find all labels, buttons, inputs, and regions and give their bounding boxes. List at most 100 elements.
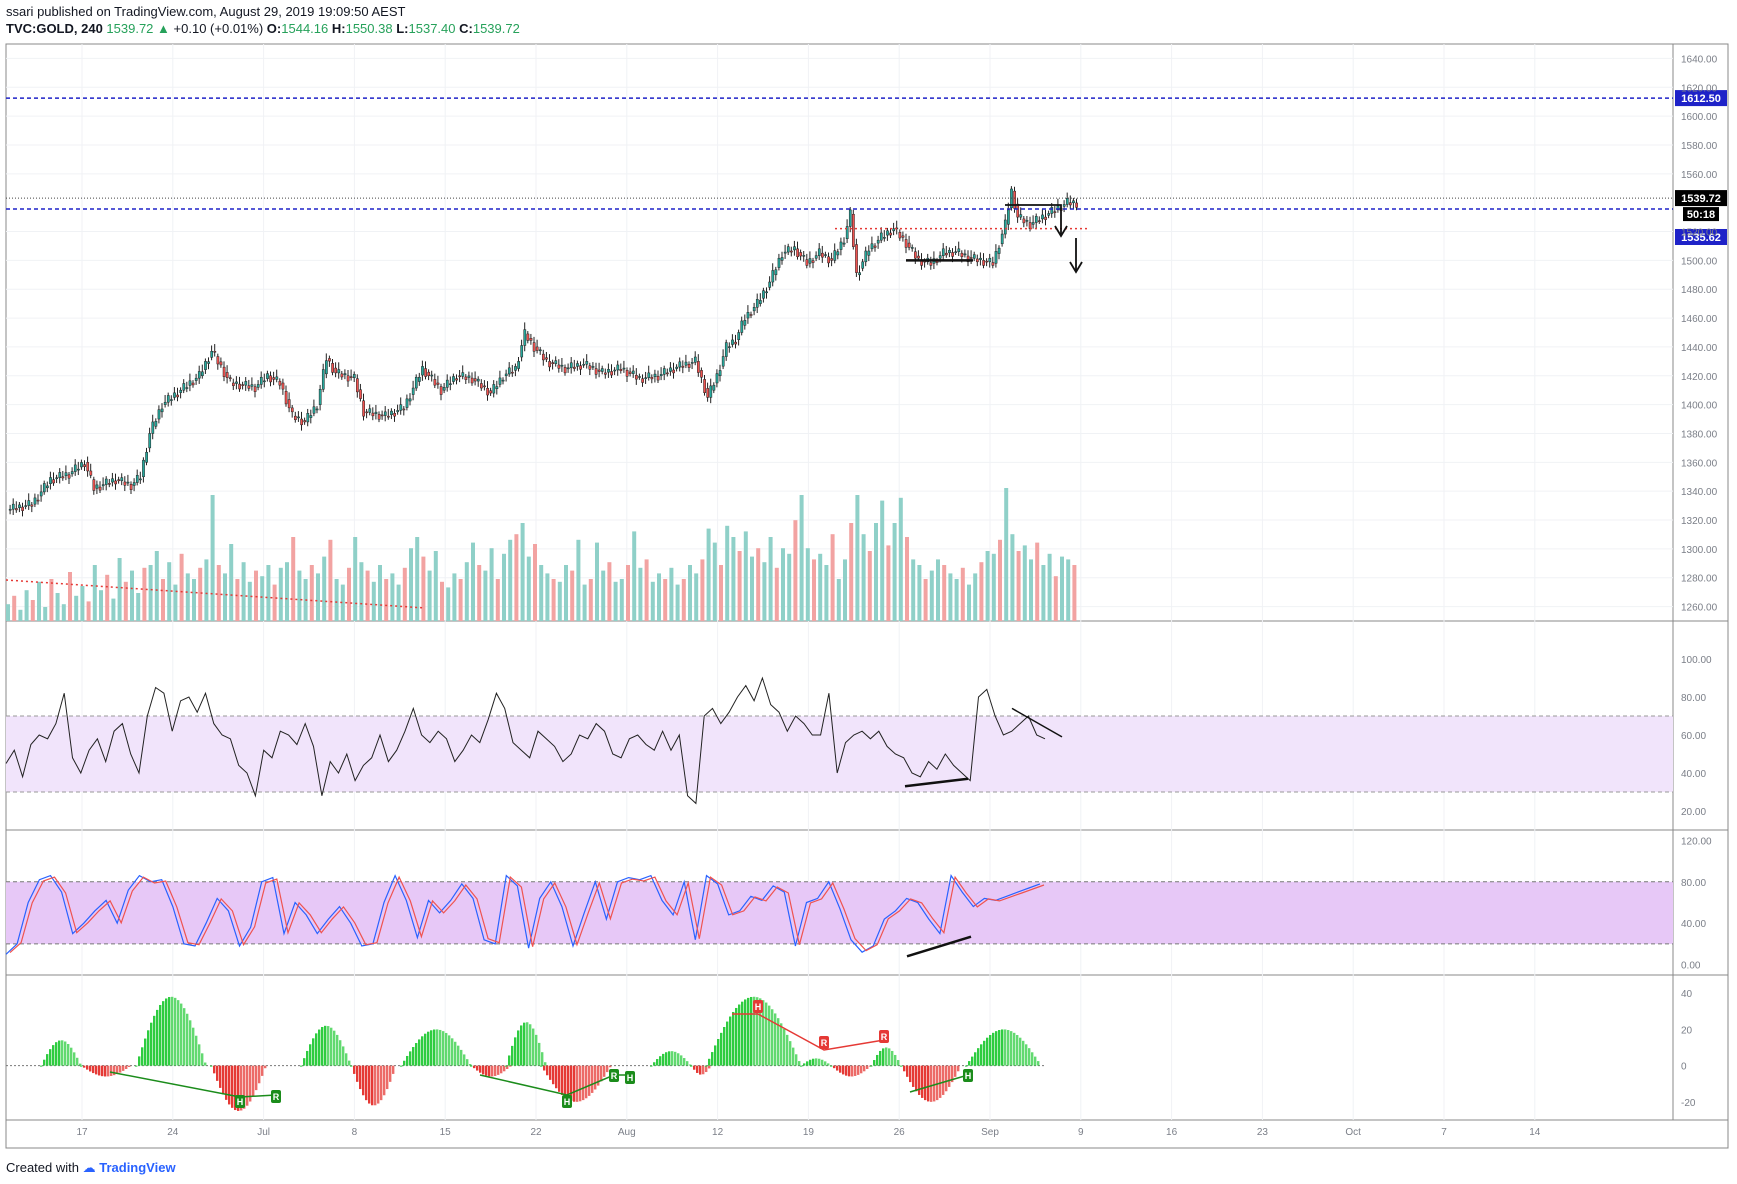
candle-body <box>427 371 431 377</box>
candle-body <box>662 368 666 375</box>
volume-bar <box>229 544 234 621</box>
hist-bar <box>897 1060 900 1066</box>
candle-body <box>824 254 827 256</box>
candle-body <box>411 387 415 395</box>
hist-bar <box>765 1002 768 1066</box>
hist-bar <box>353 1065 356 1074</box>
hr-marker-box <box>819 1036 829 1049</box>
hist-bar <box>705 1065 708 1067</box>
candle-body <box>476 378 480 382</box>
tradingview-brand[interactable]: TradingView <box>99 1160 176 1175</box>
hist-bar <box>792 1047 795 1066</box>
hist-bar <box>58 1040 61 1066</box>
candle-body <box>55 477 59 479</box>
candle-body <box>545 357 548 360</box>
hist-bar <box>815 1058 818 1066</box>
candle-body <box>864 250 868 263</box>
candle-body <box>92 479 96 491</box>
candle-body <box>675 366 679 369</box>
candle-body <box>948 250 951 254</box>
candle-body <box>672 369 675 374</box>
hist-bar <box>668 1051 671 1066</box>
volume-bar <box>619 579 624 621</box>
candle-body <box>687 363 691 368</box>
candle-body <box>1034 216 1038 223</box>
hist-bar <box>174 997 177 1066</box>
hist-bar <box>80 1065 83 1067</box>
candle-body <box>653 373 657 377</box>
candle-body <box>740 320 744 333</box>
volume-bar <box>694 573 699 621</box>
candle-body <box>154 420 158 427</box>
hist-bar <box>324 1025 327 1066</box>
volume-bar <box>905 537 909 621</box>
hist-bar <box>327 1026 330 1066</box>
candle-body <box>222 366 226 377</box>
candle-body <box>331 363 334 373</box>
candle-body <box>690 362 694 364</box>
candle-body <box>495 386 499 390</box>
hist-bar <box>735 1007 738 1066</box>
author-link[interactable]: ssari <box>6 4 34 19</box>
candle-body <box>151 421 155 434</box>
hist-bar <box>879 1050 882 1066</box>
hist-bar <box>195 1035 198 1066</box>
candle-body <box>235 381 238 384</box>
candle-body <box>98 486 102 491</box>
hist-bar <box>549 1065 552 1080</box>
volume-bar <box>192 579 196 621</box>
rsi-tick-label: 20.00 <box>1681 807 1706 818</box>
candle-body <box>799 252 803 257</box>
hist-bar <box>156 1009 159 1066</box>
candle-body <box>275 376 279 380</box>
candle-body <box>89 470 93 476</box>
hr-marker-box <box>753 1000 763 1013</box>
hist-bar <box>732 1011 735 1066</box>
candle-body <box>216 356 220 365</box>
volume-bar <box>43 607 48 621</box>
hist-bar <box>653 1062 656 1066</box>
hist-bar <box>540 1065 543 1067</box>
volume-bar <box>911 559 916 621</box>
hist-bar <box>225 1065 228 1100</box>
candle-body <box>876 239 880 244</box>
hist-bar <box>699 1065 702 1075</box>
candle-body <box>982 260 985 266</box>
candle-body <box>480 383 483 389</box>
candle-body <box>123 481 127 486</box>
hist-bar <box>494 1065 497 1076</box>
hist-bar <box>845 1065 848 1076</box>
candle-body <box>780 257 784 261</box>
hist-bar <box>936 1065 939 1101</box>
level-tag <box>1675 228 1727 245</box>
candle-body <box>793 246 796 251</box>
hist-bar <box>552 1065 555 1085</box>
volume-bar <box>353 537 358 621</box>
candle-body <box>622 367 626 370</box>
candle-body <box>70 471 74 475</box>
hr-marker-label: R <box>821 1038 828 1048</box>
volume-bar <box>49 579 54 621</box>
stoch-d-line <box>9 875 1045 954</box>
volume-bar <box>719 565 723 621</box>
candle-body <box>628 371 632 374</box>
horizontal-levels[interactable]: 1612.50 1535.62 1539.72 50:18 <box>6 90 1727 245</box>
candle-body <box>666 372 669 375</box>
hist-bar <box>689 1064 692 1066</box>
stochastic-lines <box>5 874 1045 955</box>
candle-body <box>166 395 170 403</box>
projection-arrow <box>1005 204 1062 234</box>
candle-body <box>845 226 849 239</box>
hist-bar <box>110 1065 113 1076</box>
volume-bar <box>508 539 513 621</box>
volume-bar <box>743 531 748 621</box>
candle-body <box>18 504 21 509</box>
hist-bar <box>46 1054 49 1066</box>
hist-bar <box>153 1015 156 1066</box>
candle-body <box>808 258 812 264</box>
hist-bar <box>918 1065 921 1095</box>
hist-bar <box>509 1065 512 1067</box>
candle-body <box>46 485 49 489</box>
